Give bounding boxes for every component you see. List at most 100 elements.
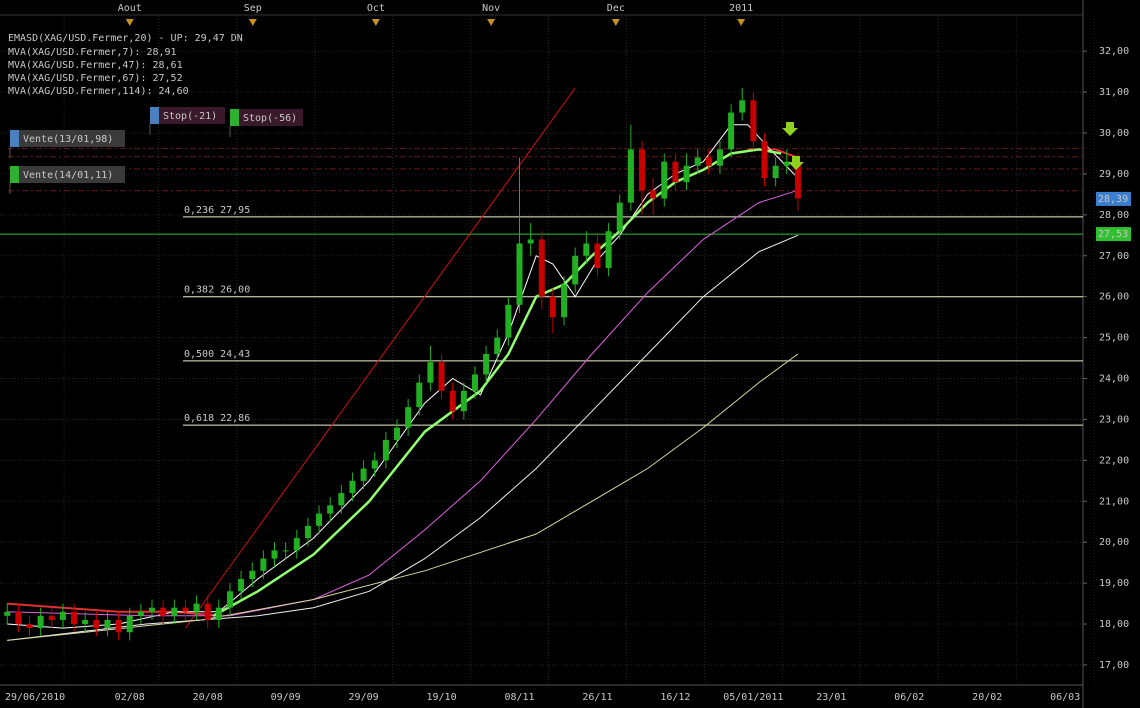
candle-body (193, 603, 200, 612)
candle-body (82, 619, 89, 625)
candle-body (661, 161, 668, 199)
candle-body (126, 615, 133, 633)
candle-body (316, 513, 323, 526)
y-tick-label: 21,00 (1099, 496, 1129, 507)
y-tick-label: 28,00 (1099, 210, 1129, 221)
candle-body (716, 149, 723, 166)
fib-label: 0,618 22,86 (184, 413, 250, 424)
candle-body (160, 607, 167, 616)
candle-body (382, 439, 389, 461)
y-tick-label: 32,00 (1099, 46, 1129, 57)
labels: 17,00 18,00 19,00 20,00 21,00 22,00 23,00 24,00… (5, 3, 1131, 703)
y-tick-label: 18,00 (1099, 619, 1129, 630)
grid (0, 16, 1095, 685)
candle-body (405, 407, 412, 428)
candle-body (683, 165, 690, 183)
candle-body (327, 505, 334, 514)
candle-body (226, 591, 233, 608)
x-tick-label: 05/01/2011 (723, 692, 783, 703)
candle-body (505, 304, 512, 338)
candle-body (728, 112, 735, 150)
x-tick-label: 19/10 (426, 692, 456, 703)
candle-body (549, 296, 556, 318)
x-tick-label: 08/11 (504, 692, 534, 703)
month-marker (248, 19, 257, 26)
candle-body (538, 239, 545, 297)
candle-body (26, 624, 33, 629)
trendline (185, 87, 576, 629)
candle-body (694, 157, 701, 166)
month-marker (737, 19, 746, 26)
order-label: Stop(-56) (243, 113, 297, 124)
x-tick-label: 23/01 (816, 692, 846, 703)
y-tick-label: 25,00 (1099, 333, 1129, 344)
fib-label: 0,236 27,95 (184, 205, 250, 216)
candle-body (204, 603, 211, 620)
x-tick-label: 06/02 (894, 692, 924, 703)
candle-body (349, 480, 356, 494)
candle-body (394, 427, 401, 440)
candle-body (37, 615, 44, 629)
y-tick-label: 29,00 (1099, 169, 1129, 180)
month-label: 2011 (729, 3, 753, 14)
candle-body (616, 202, 623, 232)
legend-entry: MVA(XAG/USD.Fermer,114): 24,60 (8, 86, 189, 97)
y-tick-label: 20,00 (1099, 537, 1129, 548)
month-marker (371, 19, 380, 26)
candle-body (627, 149, 634, 203)
month-label: Aout (118, 3, 142, 14)
candle-body (438, 362, 445, 391)
candle-body (282, 550, 289, 552)
candle-body (483, 353, 490, 375)
candle-body (182, 607, 189, 612)
candle-body (149, 607, 156, 612)
fib-label: 0,382 26,00 (184, 285, 250, 296)
legend-entry: MVA(XAG/USD.Fermer,67): 27,52 (8, 73, 183, 84)
candle-body (115, 619, 122, 633)
legend-entry: MVA(XAG/USD.Fermer,47): 28,61 (8, 60, 183, 71)
order-box (10, 130, 125, 147)
ma-line (7, 353, 799, 641)
candle-body (705, 157, 712, 166)
order-marker (10, 130, 19, 147)
candle-body (750, 100, 757, 142)
candle-body (215, 607, 222, 620)
candle-body (572, 255, 579, 285)
candle-body (59, 611, 66, 620)
candle-body (338, 493, 345, 506)
y-tick-label: 22,00 (1099, 455, 1129, 466)
candle-body (761, 141, 768, 179)
month-label: Dec (607, 3, 625, 14)
x-tick-label: 26/11 (582, 692, 612, 703)
candle-body (360, 468, 367, 481)
candle-body (15, 611, 22, 625)
candle-body (427, 362, 434, 383)
candle-body (238, 579, 245, 592)
y-tick-label: 27,00 (1099, 251, 1129, 262)
candle-body (137, 611, 144, 616)
candle-body (271, 550, 278, 559)
month-marker (487, 19, 496, 26)
candle-body (260, 558, 267, 571)
candle-body (93, 619, 100, 629)
fib-label: 0,500 24,43 (184, 349, 250, 360)
candle-body (293, 538, 300, 551)
order-box (150, 107, 225, 124)
y-tick-label: 19,00 (1099, 578, 1129, 589)
y-tick-label: 30,00 (1099, 128, 1129, 139)
order-box (230, 109, 303, 126)
candle-body (104, 619, 111, 629)
signal-arrow (788, 156, 804, 170)
order-label: Vente(14/01,11) (23, 170, 113, 181)
candle-body (672, 161, 679, 183)
x-tick-label: 29/06/2010 (5, 692, 65, 703)
candle-body (783, 161, 790, 166)
candle-body (471, 374, 478, 391)
candle-body (772, 165, 779, 179)
candle-body (583, 243, 590, 256)
month-label: Oct (367, 3, 385, 14)
legend-entry: MVA(XAG/USD.Fermer,7): 28,91 (8, 47, 177, 58)
order-marker (10, 166, 19, 183)
candle-body (605, 231, 612, 269)
